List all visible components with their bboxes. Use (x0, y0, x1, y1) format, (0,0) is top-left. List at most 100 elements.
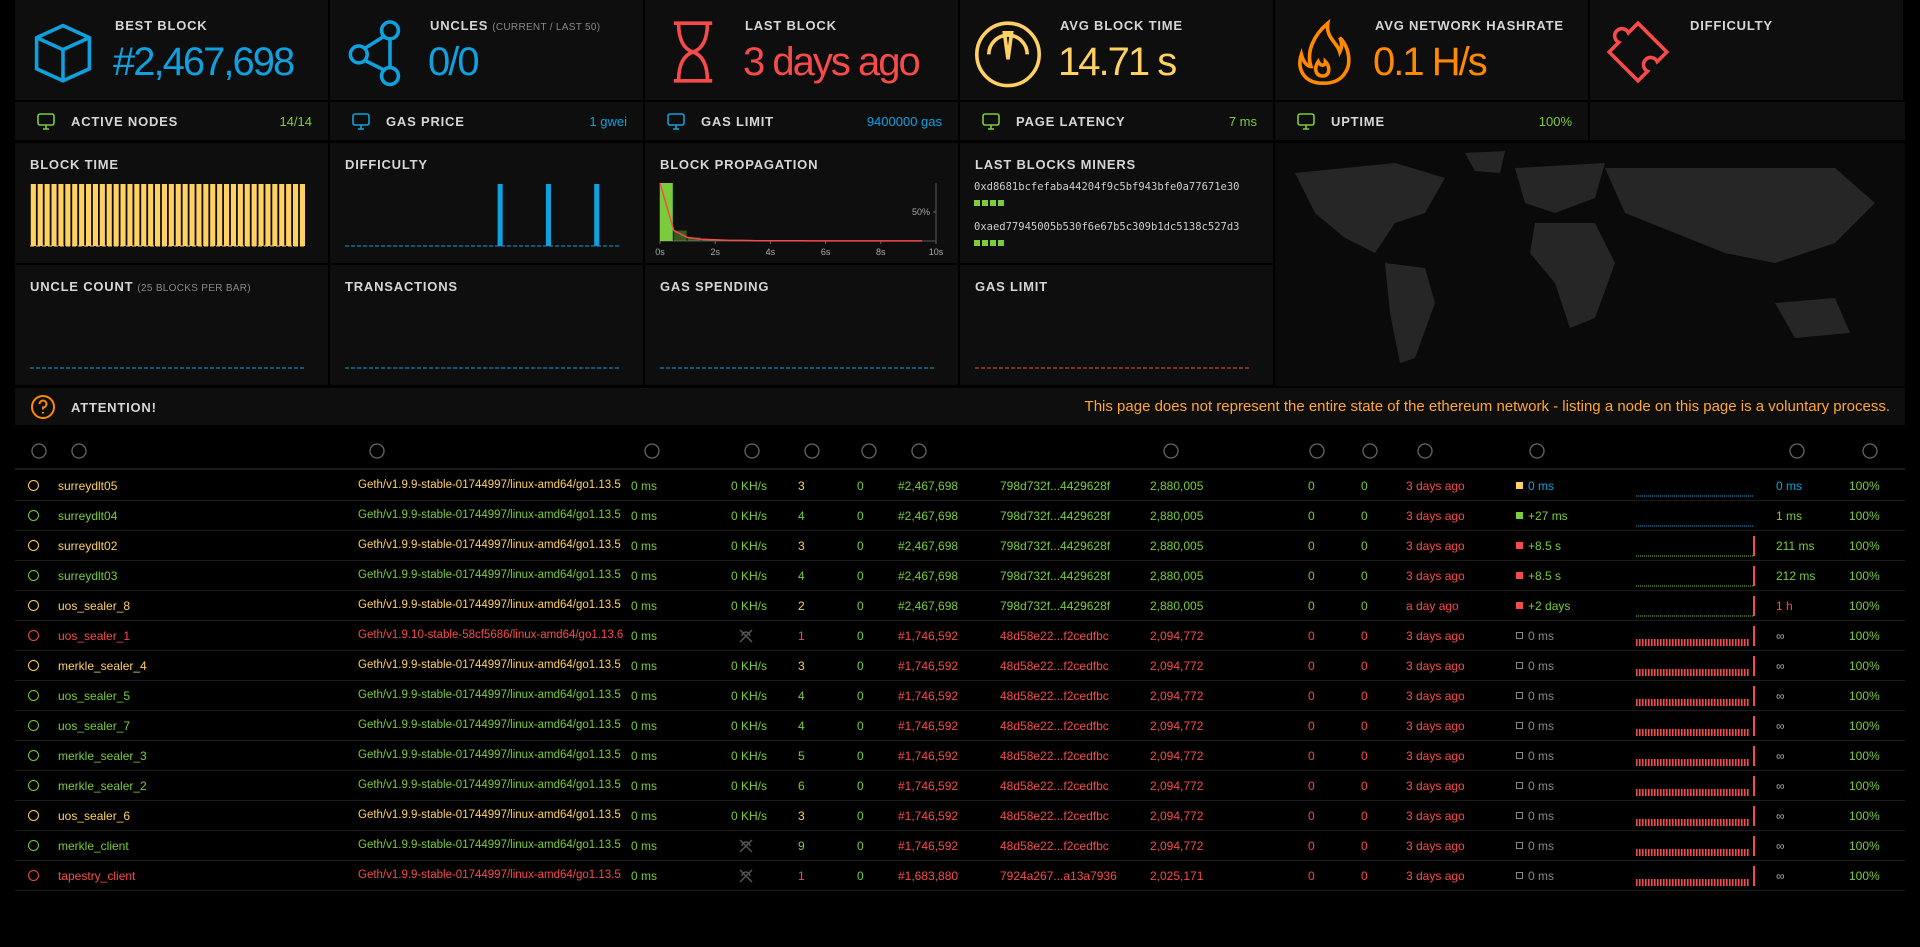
bar (37, 184, 43, 246)
prop-bar (1717, 729, 1719, 736)
cell-avg-propagation: 1 h (1776, 599, 1793, 613)
cell-difficulty: 2,094,772 (1150, 749, 1204, 763)
header-icon (644, 443, 660, 459)
chart-subtitle: (25 BLOCKS PER BAR) (137, 283, 251, 294)
prop-bar (1720, 699, 1722, 706)
prop-bar (1654, 819, 1656, 826)
cell-latency: 0 ms (631, 839, 658, 853)
cell-avg-propagation: ∞ (1776, 779, 1785, 793)
header-icon (31, 443, 47, 459)
prop-chart (1636, 566, 1755, 587)
prop-bar (1714, 669, 1716, 676)
cell-propagation: 0 ms (1528, 689, 1555, 703)
world-map (1275, 143, 1905, 386)
cell-pending: 0 (857, 509, 864, 523)
continent (1775, 298, 1850, 338)
prop-bar (1702, 789, 1704, 796)
prop-bar (1720, 819, 1722, 826)
cell-avg-propagation: ∞ (1776, 689, 1785, 703)
prop-bar (1729, 699, 1731, 706)
prop-bar (1651, 699, 1653, 706)
prop-bar (1696, 639, 1698, 646)
prop-bar (1693, 789, 1695, 796)
node-row: surreydlt02 Geth/v1.9.9-stable-01744997/l… (15, 531, 1905, 561)
cell-propagation: 0 ms (1528, 779, 1555, 793)
prop-bar (1708, 669, 1710, 676)
cell-pending: 0 (857, 839, 864, 853)
prop-bar (1741, 639, 1743, 646)
bar (99, 184, 105, 246)
chart-title-text: LAST BLOCKS MINERS (975, 157, 1137, 172)
status-ring (28, 570, 39, 581)
cell-propagation: 0 ms (1528, 719, 1555, 733)
prop-spike (1753, 656, 1755, 676)
prop-bar (1744, 699, 1746, 706)
prop-bar (1720, 639, 1722, 646)
status-ring (28, 780, 39, 791)
cell-hashrate: 0 KH/s (731, 599, 768, 613)
cell-transactions: 0 (1361, 479, 1368, 493)
prop-chart (1636, 626, 1755, 646)
prop-bar (1669, 699, 1671, 706)
prop-bar (1699, 789, 1701, 796)
icon-shape (739, 869, 753, 883)
prop-bar (1705, 849, 1707, 856)
cell-name: merkle_client (58, 839, 129, 853)
prop-bar (1648, 639, 1650, 646)
cell-difficulty: 2,094,772 (1150, 719, 1204, 733)
cell-uncles: 0 (1308, 629, 1315, 643)
cell-block: #1,746,592 (898, 629, 959, 643)
icon-shape (988, 125, 994, 130)
prop-bar (1681, 789, 1683, 796)
prop-bar (1741, 729, 1743, 736)
chart-panel: BLOCK PROPAGATION 0s 2s 4s 6s 8s 10s 50% (645, 143, 958, 263)
continent (1465, 151, 1505, 173)
cell-peers: 3 (798, 479, 805, 493)
prop-spike (1753, 866, 1755, 886)
prop-bar (1636, 699, 1638, 706)
header-icon (1417, 443, 1433, 459)
map-svg (1295, 151, 1875, 363)
status-ring (28, 840, 39, 851)
prop-bar (1639, 729, 1641, 736)
prop-bar (1705, 759, 1707, 766)
prop-bar (1708, 849, 1710, 856)
stat-title-text: AVG NETWORK HASHRATE (1375, 18, 1564, 33)
bar (224, 184, 230, 246)
cell-last-block: 3 days ago (1406, 629, 1465, 643)
miner-address: 0xaed77945005b530f6e67b5c309b1dc5138c527… (974, 221, 1240, 233)
miner-block (974, 200, 980, 206)
prop-bar (1678, 639, 1680, 646)
prop-bar (1702, 729, 1704, 736)
prop-bar (1702, 819, 1704, 826)
miner-block (990, 240, 996, 246)
miner-block (982, 200, 988, 206)
cell-uptime: 100% (1849, 479, 1880, 493)
icon-shape (673, 21, 713, 83)
prop-bar (1693, 669, 1695, 676)
cell-avg-propagation: ∞ (1776, 629, 1785, 643)
prop-bar (1684, 729, 1686, 736)
prop-bar (1651, 669, 1653, 676)
cell-hash: 48d58e22...f2cedfbc (1000, 749, 1109, 763)
stat-card: DIFFICULTY (1590, 0, 1903, 100)
prop-bar (1693, 639, 1695, 646)
prop-bar (1687, 669, 1689, 676)
cell-hashrate: 0 KH/s (731, 569, 768, 583)
prop-bar (1684, 789, 1686, 796)
cell-hash: 7924a267...a13a7936 (1000, 869, 1117, 883)
stat-subtitle: (CURRENT / LAST 50) (492, 22, 601, 33)
prop-bar (1675, 819, 1677, 826)
cell-latency: 0 ms (631, 869, 658, 883)
cell-uptime: 100% (1849, 539, 1880, 553)
prop-bar (1744, 759, 1746, 766)
prop-bar (1645, 849, 1647, 856)
summary-item: PAGE LATENCY 7 ms (960, 102, 1273, 140)
cell-name: tapestry_client (58, 869, 136, 883)
cell-difficulty: 2,880,005 (1150, 509, 1204, 523)
cell-block: #1,746,592 (898, 749, 959, 763)
cell-hash: 48d58e22...f2cedfbc (1000, 809, 1109, 823)
prop-bar (1744, 819, 1746, 826)
prop-bar (1711, 669, 1713, 676)
prop-bar (1732, 729, 1734, 736)
